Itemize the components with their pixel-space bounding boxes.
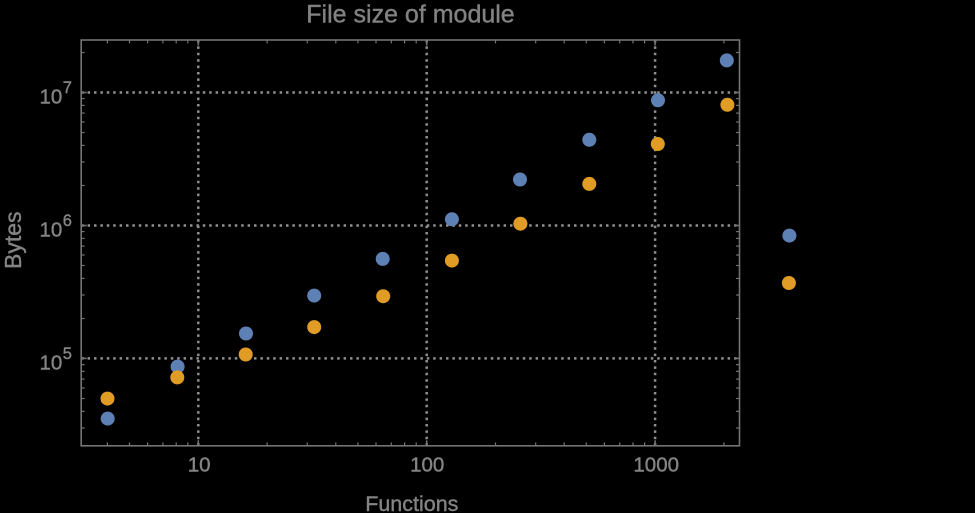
svg-text:10: 10: [39, 352, 62, 375]
svg-text:10: 10: [39, 86, 62, 109]
svg-text:5: 5: [63, 345, 72, 363]
svg-text:Functions: Functions: [365, 492, 458, 513]
svg-text:Bytes: Bytes: [0, 211, 26, 269]
svg-text:6: 6: [63, 212, 72, 230]
svg-text:10: 10: [39, 219, 62, 242]
svg-text:100: 100: [410, 453, 444, 476]
svg-text:1000: 1000: [633, 453, 679, 476]
svg-text:10: 10: [188, 453, 211, 476]
svg-text:7: 7: [63, 79, 72, 97]
svg-text:File size of module: File size of module: [306, 1, 514, 29]
